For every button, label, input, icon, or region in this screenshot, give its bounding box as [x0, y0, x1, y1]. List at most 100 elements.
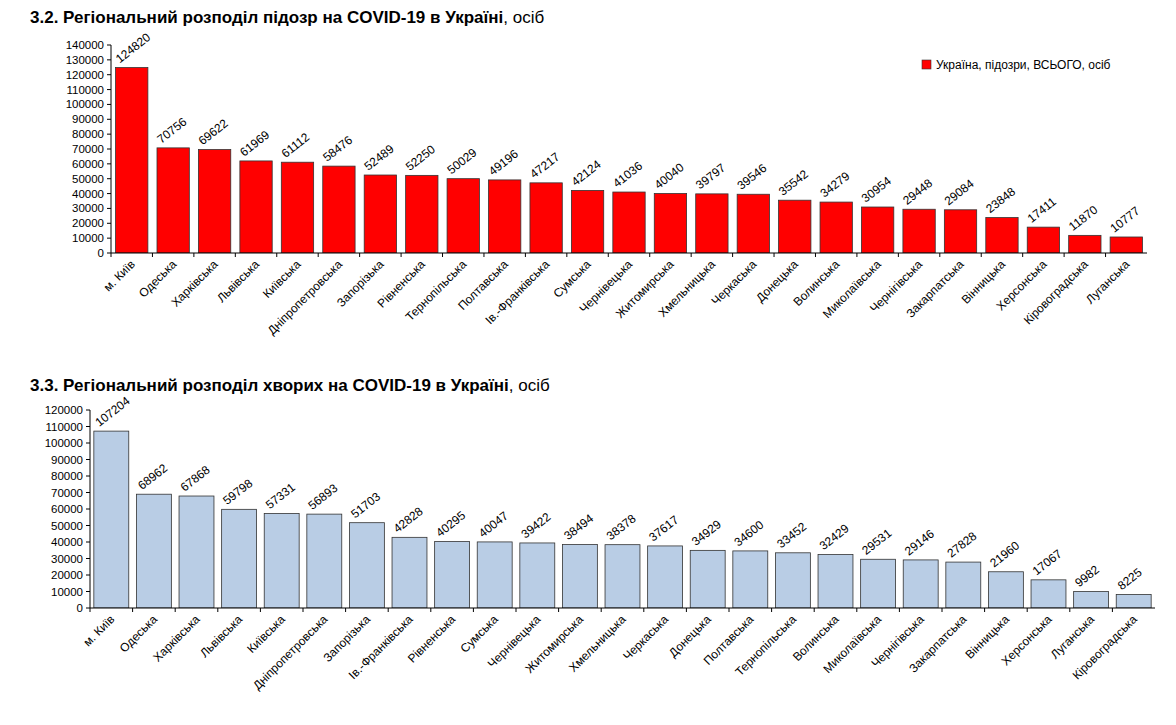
x-tick — [981, 253, 982, 257]
x-tick-label: Харківська — [168, 257, 221, 310]
bar — [986, 218, 1018, 253]
y-tick-label: 100000 — [45, 437, 83, 449]
data-label: 21960 — [987, 538, 1022, 570]
x-tick — [345, 608, 346, 612]
data-label: 61969 — [237, 128, 272, 160]
title: 3.2. Регіональний розподіл підозр на COV… — [30, 8, 544, 27]
y-tick — [107, 59, 111, 60]
x-tick-label: Херсонська — [999, 612, 1055, 668]
data-label: 52489 — [362, 142, 397, 174]
data-label: 40047 — [476, 509, 511, 541]
data-label: 34279 — [817, 169, 852, 201]
bar — [477, 542, 512, 608]
x-tick — [939, 253, 940, 257]
bar — [733, 551, 768, 608]
x-tick-label: Черкаська — [620, 612, 671, 663]
data-label: 56893 — [306, 481, 341, 513]
x-tick — [814, 608, 815, 612]
x-tick — [774, 253, 775, 257]
bar — [198, 150, 230, 253]
x-axis — [90, 608, 1155, 609]
bar — [861, 207, 893, 253]
x-tick — [473, 608, 474, 612]
x-tick — [856, 253, 857, 257]
x-tick-label: Дніпропетровська — [265, 257, 346, 338]
y-tick-label: 10000 — [72, 232, 104, 244]
legend: Україна, підозри, ВСЬОГО, осіб — [922, 58, 1111, 72]
y-axis — [90, 410, 91, 608]
x-tick — [729, 608, 730, 612]
data-label: 42828 — [391, 504, 426, 536]
data-label: 57331 — [263, 480, 298, 512]
y-tick-label: 10000 — [51, 586, 83, 598]
bar — [779, 200, 811, 253]
data-label: 39546 — [735, 161, 770, 193]
y-tick-label: 120000 — [45, 404, 83, 416]
y-tick-label: 120000 — [66, 69, 104, 81]
x-tick-label: Тернопільська — [403, 257, 470, 324]
y-tick — [86, 443, 90, 444]
data-label: 29146 — [902, 526, 937, 558]
bar — [222, 509, 257, 608]
x-tick-label: Дніпропетровська — [250, 612, 331, 693]
x-tick — [111, 253, 112, 257]
bar — [1027, 227, 1059, 253]
bar — [349, 523, 384, 608]
y-tick — [86, 575, 90, 576]
data-label: 58476 — [320, 133, 355, 165]
x-tick-label: Ів.-Франківська — [346, 612, 416, 682]
bar — [946, 562, 981, 608]
data-label: 70756 — [154, 114, 189, 146]
bar — [613, 192, 645, 253]
bar — [605, 545, 640, 608]
y-tick-label: 130000 — [66, 54, 104, 66]
y-tick-label: 140000 — [66, 39, 104, 51]
x-tick-label: Кіровоградська — [1070, 612, 1140, 682]
bar — [94, 431, 129, 608]
y-tick — [86, 542, 90, 543]
bar — [944, 210, 976, 253]
bar — [988, 572, 1023, 608]
y-tick — [107, 149, 111, 150]
x-tick — [899, 608, 900, 612]
data-label: 67868 — [178, 463, 213, 495]
y-tick-label: 60000 — [51, 503, 83, 515]
bar — [820, 202, 852, 253]
y-tick — [86, 410, 90, 411]
bar — [264, 513, 299, 608]
x-tick — [1027, 608, 1028, 612]
y-tick-label: 30000 — [72, 202, 104, 214]
x-tick — [1069, 608, 1070, 612]
data-label: 17411 — [1025, 194, 1059, 225]
data-label: 29448 — [900, 176, 935, 208]
x-tick — [608, 253, 609, 257]
x-tick-label: Хмельницька — [566, 612, 629, 675]
x-tick-label: Хмельницька — [655, 257, 718, 320]
bar — [903, 209, 935, 253]
x-tick-label: Кіровоградська — [1021, 257, 1091, 327]
x-tick-label: Закарпатська — [906, 612, 970, 676]
bar — [179, 496, 214, 608]
bar — [489, 180, 521, 253]
y-tick-label: 50000 — [72, 173, 104, 185]
bar — [1110, 237, 1142, 253]
x-tick-label: м. Київ — [101, 257, 138, 294]
y-tick — [107, 134, 111, 135]
data-label: 38494 — [561, 511, 596, 543]
data-label: 49196 — [486, 146, 521, 178]
bar — [562, 544, 597, 608]
x-tick — [388, 608, 389, 612]
x-tick — [601, 608, 602, 612]
bar — [435, 542, 470, 608]
x-tick — [276, 253, 277, 257]
x-axis — [111, 253, 1147, 254]
chart: 3.3. Регіональний розподіл хворих на COV… — [30, 376, 1155, 693]
y-tick — [86, 608, 90, 609]
bar — [818, 554, 853, 608]
x-tick — [1064, 253, 1065, 257]
y-tick-label: 70000 — [51, 487, 83, 499]
y-tick-label: 40000 — [72, 188, 104, 200]
x-tick-label: Сумська — [458, 612, 502, 656]
data-label: 34929 — [689, 517, 724, 549]
data-label: 10777 — [1108, 204, 1143, 236]
